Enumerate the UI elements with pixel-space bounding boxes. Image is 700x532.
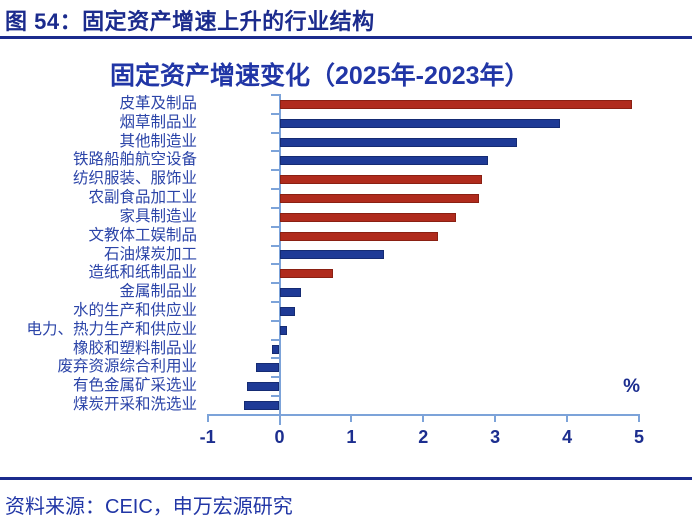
- bar-blue: [255, 363, 280, 373]
- y-axis-tick: [270, 169, 279, 172]
- category-label: 纺织服装、服饰业: [72, 170, 197, 188]
- x-axis-tick: [350, 413, 353, 422]
- category-label: 橡胶和塑料制品业: [72, 339, 197, 357]
- y-axis-tick: [270, 338, 279, 341]
- category-label: 石油煤炭加工: [103, 245, 197, 263]
- x-axis-tick: [566, 413, 569, 422]
- bar-blue: [279, 306, 296, 316]
- category-label: 农副食品加工业: [88, 189, 197, 207]
- bar-red: [279, 194, 480, 203]
- footer-divider: [0, 477, 692, 480]
- category-label: 文教体工娱制品: [88, 226, 197, 244]
- y-axis-tick: [270, 131, 279, 134]
- y-axis-tick: [270, 357, 279, 360]
- bar-red: [279, 231, 438, 241]
- y-axis-tick: [270, 112, 279, 115]
- y-axis-line: [278, 94, 281, 425]
- x-tick-label: 5: [633, 426, 644, 447]
- y-axis-tick: [270, 263, 279, 266]
- bar-blue: [279, 118, 560, 128]
- bar-red: [279, 269, 334, 279]
- y-axis-tick: [270, 206, 279, 209]
- y-axis-tick: [270, 319, 279, 322]
- category-label: 烟草制品业: [119, 113, 197, 131]
- chart-title: 固定资产增速变化（2025年-2023年）: [110, 62, 530, 90]
- category-label: 铁路船舶航空设备: [72, 151, 197, 169]
- x-axis-tick: [422, 413, 425, 422]
- bar-blue: [243, 401, 280, 411]
- category-label: 皮革及制品: [119, 95, 197, 112]
- x-axis-tick: [278, 413, 281, 422]
- category-label: 电力、热力生产和供应业: [26, 320, 197, 338]
- category-label: 造纸和纸制品业: [88, 264, 197, 282]
- bar-red: [279, 175, 483, 185]
- y-axis-tick: [270, 244, 279, 247]
- x-tick-label: 2: [418, 426, 429, 447]
- category-label: 水的生产和供应业: [72, 302, 197, 320]
- y-axis-tick: [270, 395, 279, 398]
- y-axis-tick: [270, 301, 279, 304]
- bar-blue: [279, 325, 287, 335]
- category-label: 废弃资源综合利用业: [57, 358, 197, 376]
- category-label: 有色金属矿采选业: [72, 377, 197, 395]
- category-label: 煤炭开采和洗选业: [72, 396, 197, 414]
- figure-header-title: 图 54：固定资产增速上升的行业结构: [5, 9, 375, 34]
- y-axis-tick: [270, 150, 279, 153]
- y-axis-tick: [270, 188, 279, 191]
- x-axis-tick: [494, 413, 497, 422]
- category-label: 其他制造业: [119, 132, 197, 150]
- y-axis-tick: [270, 94, 279, 96]
- y-axis-tick: [270, 282, 279, 285]
- axis-unit-label: %: [623, 376, 640, 397]
- bar-red: [279, 212, 456, 222]
- y-axis-tick: [270, 376, 279, 379]
- bar-blue: [272, 344, 280, 354]
- x-tick-label: 3: [490, 426, 501, 447]
- bar-blue: [279, 137, 517, 147]
- bar-blue: [279, 250, 384, 260]
- y-axis-tick: [270, 225, 279, 228]
- x-axis-tick: [206, 413, 209, 422]
- x-tick-label: 4: [562, 426, 573, 447]
- category-label: 金属制品业: [119, 283, 197, 301]
- x-tick-label: 0: [274, 426, 285, 447]
- bar-blue: [247, 382, 280, 392]
- category-label: 家具制造业: [119, 207, 197, 225]
- header-divider: [0, 36, 692, 39]
- bar-blue: [279, 156, 488, 166]
- x-tick-label: -1: [199, 426, 216, 447]
- source-note: 资料来源：CEIC，申万宏源研究: [5, 496, 293, 518]
- x-tick-label: 1: [346, 426, 357, 447]
- bar-blue: [279, 288, 302, 298]
- bar-red: [279, 99, 632, 109]
- x-axis-tick: [638, 413, 640, 422]
